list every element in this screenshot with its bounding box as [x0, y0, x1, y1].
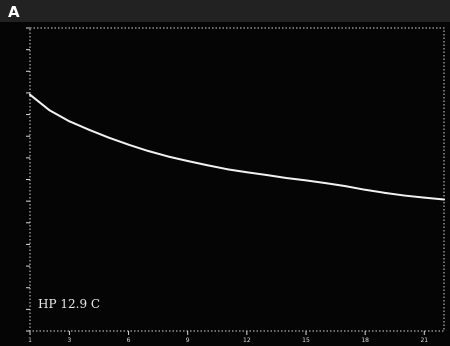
series-layer — [29, 93, 445, 201]
x-tick-label: 21 — [420, 337, 428, 344]
data-point — [285, 177, 288, 179]
x-tick-label: 18 — [361, 337, 369, 344]
data-point — [403, 194, 406, 197]
x-tick-label: 9 — [186, 337, 190, 344]
data-point — [107, 136, 110, 139]
data-point — [127, 143, 130, 146]
data-point — [245, 171, 248, 174]
data-point — [423, 196, 426, 199]
x-tick-label: 1 — [28, 337, 32, 344]
data-point — [48, 109, 51, 112]
data-point — [167, 155, 169, 158]
data-point — [68, 120, 71, 123]
x-axis-ticks: 1 3 6 9 12 15 18 21 — [28, 331, 428, 344]
y-axis-ticks — [26, 27, 30, 332]
data-point — [147, 150, 150, 152]
x-tick-label: 3 — [68, 337, 72, 344]
data-point — [88, 128, 91, 131]
data-point — [305, 179, 307, 182]
data-point — [443, 198, 445, 201]
panel-label: A — [8, 3, 20, 21]
x-tick-label: 15 — [302, 337, 310, 344]
data-point — [324, 182, 327, 185]
data-point — [344, 185, 347, 188]
series-line — [29, 93, 445, 201]
x-tick-label: 6 — [127, 337, 131, 344]
annotation-text: HP 12.9 C — [38, 297, 100, 311]
data-point — [206, 164, 209, 167]
x-tick-label: 12 — [243, 337, 251, 344]
data-point — [186, 160, 189, 162]
data-point — [265, 174, 268, 176]
data-point — [383, 191, 386, 194]
data-point — [29, 93, 31, 96]
data-point — [226, 168, 229, 171]
noise-header-strip — [0, 0, 450, 22]
data-point — [364, 188, 367, 191]
